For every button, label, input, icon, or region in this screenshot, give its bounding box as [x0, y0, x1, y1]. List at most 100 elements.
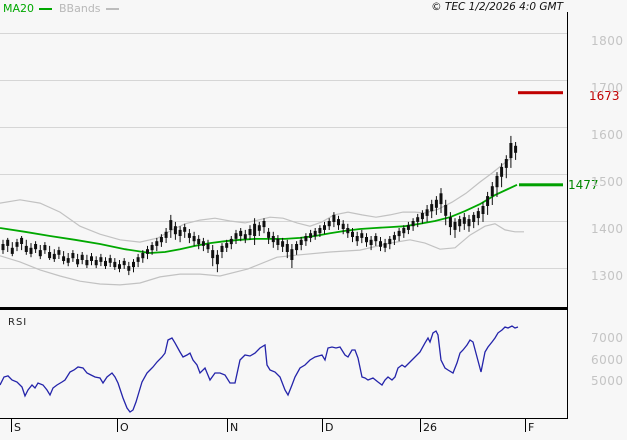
- rsi-tick-label: 7000: [591, 331, 624, 345]
- candle-body: [383, 243, 387, 248]
- candle-body: [430, 204, 434, 212]
- support-level-label: 1477: [568, 178, 599, 192]
- candle-body: [1, 244, 5, 251]
- candle-body: [295, 244, 299, 251]
- candle-body: [271, 236, 275, 243]
- candle-body: [337, 219, 340, 226]
- candle-body: [220, 245, 224, 252]
- month-label: F: [528, 421, 535, 434]
- candle-body: [411, 221, 415, 227]
- candle-body: [6, 239, 10, 246]
- candle-body: [453, 221, 457, 230]
- candle-body: [374, 236, 378, 242]
- candle-body: [99, 257, 103, 262]
- candle-body: [365, 237, 368, 243]
- candle-body: [164, 231, 168, 238]
- candle-body: [285, 244, 289, 252]
- legend-ma20-label: MA20: [3, 2, 35, 15]
- candle-body: [43, 245, 47, 251]
- candle-body: [257, 225, 261, 231]
- candle-body: [495, 175, 499, 188]
- candle-body: [159, 237, 163, 243]
- candle-body: [267, 231, 271, 238]
- candle-body: [104, 260, 107, 267]
- month-label: 26: [423, 421, 437, 434]
- candle-body: [80, 254, 84, 260]
- candle-body: [341, 223, 345, 229]
- candle-body: [481, 206, 485, 214]
- candle-body: [313, 230, 317, 237]
- rsi-panel-title: RSI: [8, 317, 28, 328]
- candle-body: [253, 223, 257, 236]
- candle-body: [187, 233, 191, 238]
- candle-body: [514, 145, 518, 153]
- candle-body: [127, 266, 131, 271]
- candle-body: [234, 233, 238, 239]
- rsi-tick-label: 5000: [591, 374, 624, 388]
- bband-lower-line: [0, 223, 524, 286]
- candle-body: [439, 193, 443, 205]
- bbands-line-swatch: [105, 7, 119, 10]
- candle-body: [15, 242, 19, 247]
- candle-body: [351, 231, 354, 237]
- candle-body: [76, 259, 80, 265]
- candle-body: [141, 253, 145, 259]
- candle-body: [346, 228, 350, 234]
- candle-body: [118, 264, 121, 269]
- panel-divider: [0, 307, 568, 310]
- legend-bbands-label: BBands: [59, 2, 101, 15]
- candle-body: [420, 213, 424, 220]
- candle-body: [444, 205, 448, 216]
- candle-body: [504, 159, 508, 168]
- legend: MA20 BBands: [3, 2, 126, 15]
- candle-body: [85, 260, 89, 266]
- candle-body: [434, 199, 438, 208]
- candle-body: [173, 226, 177, 235]
- candle-body: [318, 228, 322, 234]
- candle-body: [448, 217, 452, 228]
- candle-body: [192, 236, 196, 242]
- candle-body: [155, 241, 159, 246]
- candle-body: [388, 238, 392, 245]
- price-tick-label: 1800: [591, 34, 624, 48]
- candle-body: [490, 186, 494, 197]
- candle-body: [215, 254, 219, 265]
- rsi-line: [0, 325, 519, 413]
- support-line: [519, 183, 563, 187]
- ma20-line-swatch: [39, 7, 53, 10]
- candle-body: [458, 219, 462, 227]
- candle-body: [24, 245, 28, 252]
- candle-body: [34, 244, 38, 250]
- candle-body: [369, 239, 373, 245]
- candle-body: [136, 257, 140, 262]
- candle-body: [122, 260, 126, 266]
- candle-body: [472, 214, 476, 222]
- candle-body: [360, 233, 364, 238]
- price-tick-label: 1400: [591, 222, 624, 236]
- price-tick-label: 1600: [591, 128, 624, 142]
- candle-body: [243, 234, 247, 239]
- month-label: S: [14, 421, 21, 434]
- candle-body: [229, 238, 233, 245]
- price-tick-label: 1700: [591, 81, 624, 95]
- candle-body: [178, 229, 182, 236]
- candle-body: [327, 221, 331, 227]
- month-label: N: [230, 421, 239, 434]
- candle-body: [397, 230, 401, 237]
- candle-body: [71, 253, 75, 259]
- candle-body: [62, 256, 66, 261]
- candle-body: [52, 253, 56, 260]
- candle-body: [108, 258, 112, 263]
- candle-body: [281, 241, 285, 247]
- candle-body: [476, 211, 480, 219]
- price-tick-label: 1500: [591, 175, 624, 189]
- candle-body: [462, 217, 466, 224]
- candle-body: [500, 166, 504, 177]
- candle-body: [146, 249, 149, 254]
- ma20-line: [0, 183, 518, 254]
- candle-body: [20, 237, 24, 244]
- candle-body: [355, 236, 359, 242]
- price-tick-label: 1300: [591, 269, 624, 283]
- candle-body: [332, 214, 336, 222]
